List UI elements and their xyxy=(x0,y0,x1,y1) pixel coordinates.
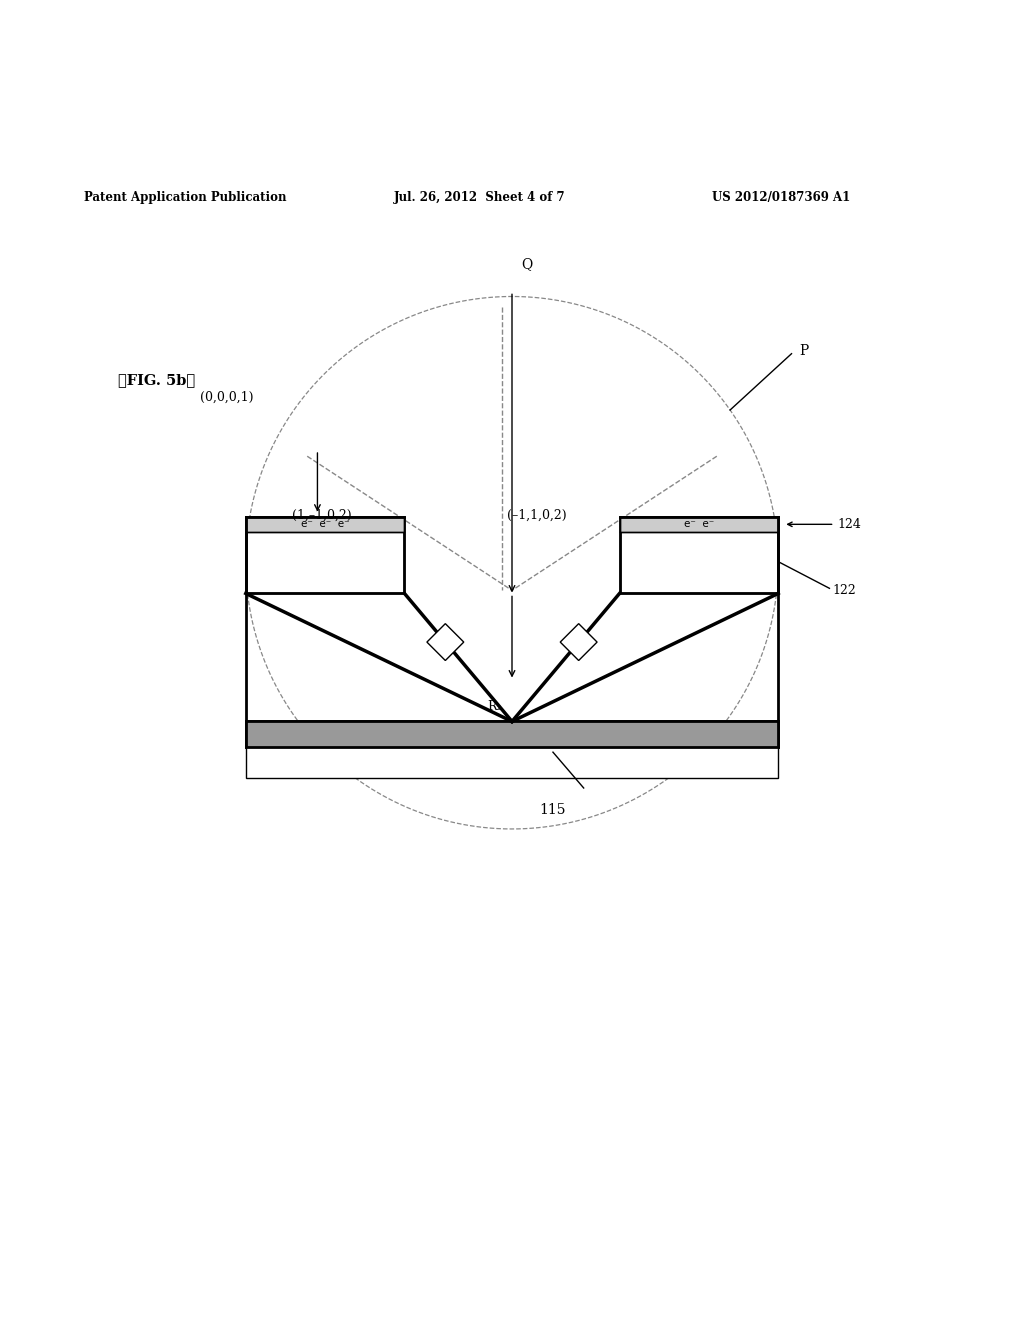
Text: 124: 124 xyxy=(838,517,861,531)
Polygon shape xyxy=(246,722,778,747)
Text: US 2012/0187369 A1: US 2012/0187369 A1 xyxy=(712,191,850,205)
Text: Patent Application Publication: Patent Application Publication xyxy=(84,191,287,205)
Text: e⁻  e⁻  e⁻: e⁻ e⁻ e⁻ xyxy=(301,519,349,529)
Text: (–1,1,0,2): (–1,1,0,2) xyxy=(507,508,566,521)
Text: 115: 115 xyxy=(540,804,566,817)
Polygon shape xyxy=(620,516,778,594)
Polygon shape xyxy=(246,516,404,532)
Text: (1,–1,0,2): (1,–1,0,2) xyxy=(292,508,351,521)
Text: (0,0,0,1): (0,0,0,1) xyxy=(200,391,253,404)
Text: Q: Q xyxy=(522,257,532,271)
Polygon shape xyxy=(560,623,597,660)
Text: R₂: R₂ xyxy=(487,700,502,713)
Text: 』FIG. 5b』: 』FIG. 5b』 xyxy=(118,374,195,387)
Polygon shape xyxy=(427,623,464,660)
Polygon shape xyxy=(246,516,404,594)
Text: Jul. 26, 2012  Sheet 4 of 7: Jul. 26, 2012 Sheet 4 of 7 xyxy=(394,191,566,205)
Text: e⁻  e⁻: e⁻ e⁻ xyxy=(684,519,714,529)
Text: 122: 122 xyxy=(833,583,856,597)
Polygon shape xyxy=(620,516,778,532)
Text: P: P xyxy=(800,343,809,358)
Polygon shape xyxy=(246,722,778,747)
Polygon shape xyxy=(246,726,778,777)
Polygon shape xyxy=(404,594,620,722)
